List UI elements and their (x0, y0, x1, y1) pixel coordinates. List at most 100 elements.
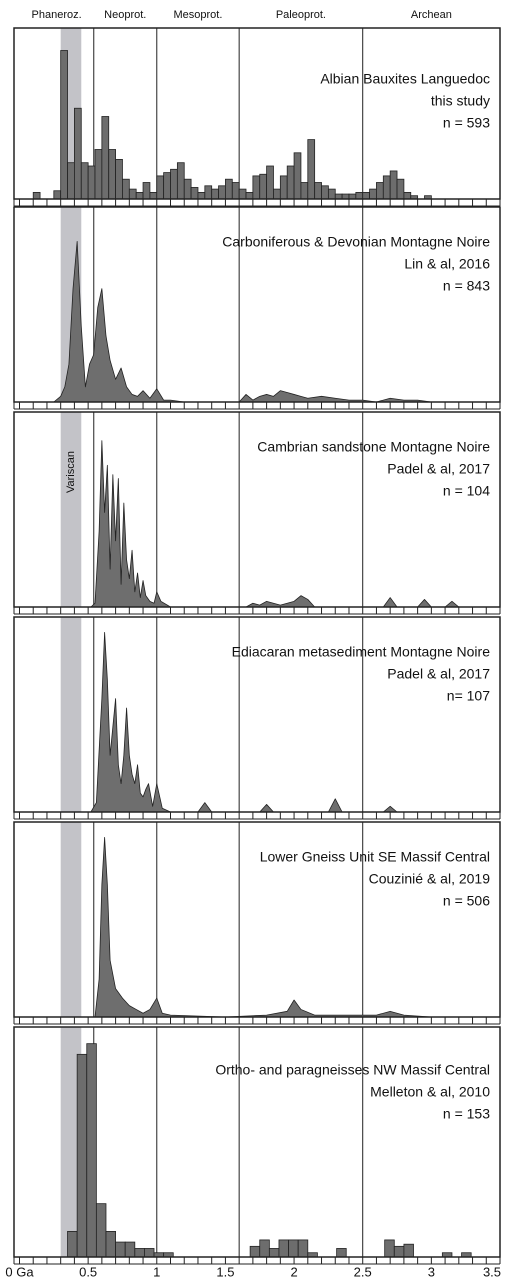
bar (149, 191, 158, 200)
panel-label: n = 506 (443, 893, 490, 909)
bar (67, 162, 75, 200)
variscan-band (60, 1027, 82, 1257)
panel-label: Cambrian sandstone Montagne Noire (257, 439, 490, 455)
bar (183, 178, 192, 200)
bar (115, 158, 123, 200)
bar (163, 172, 171, 200)
bar (336, 1248, 347, 1258)
bar (293, 152, 302, 200)
bar (393, 1245, 405, 1258)
variscan-band (60, 617, 82, 812)
panel-label: Ediacaran metasediment Montagne Noire (232, 644, 491, 660)
panel-label: n = 843 (443, 278, 490, 294)
bar (252, 175, 261, 200)
bar (122, 178, 130, 200)
bar (376, 182, 384, 200)
density-area (87, 837, 432, 1018)
panel-label: this study (431, 93, 490, 109)
bar (266, 165, 274, 200)
density-area (46, 240, 432, 403)
bar (211, 188, 219, 200)
eon-label: Phaneroz. (32, 9, 82, 21)
bar (101, 116, 110, 200)
panel-frame (13, 1026, 501, 1258)
panel-label: Albian Bauxites Languedoc (320, 71, 490, 87)
bar (403, 191, 412, 200)
bar (259, 173, 268, 200)
bar (74, 107, 82, 200)
bar (279, 175, 288, 200)
variscan-band (60, 822, 82, 1017)
panel-frame (13, 27, 501, 200)
eon-label: Archean (411, 9, 452, 21)
bar (245, 191, 254, 200)
bar (156, 175, 165, 200)
bar (307, 139, 316, 200)
bar (115, 1241, 126, 1258)
panel-frame (13, 821, 501, 1018)
panel-label: n= 107 (447, 688, 490, 704)
bar (327, 188, 336, 200)
bar (176, 162, 185, 200)
panel-frame (13, 411, 501, 608)
bar (286, 165, 295, 200)
x-tick-label: 2 (290, 1264, 297, 1279)
panel-label: Ortho- and paragneisses NW Massif Centra… (215, 1062, 490, 1078)
bar (144, 1248, 155, 1258)
eon-label: Paleoprot. (276, 9, 326, 21)
bar (135, 191, 144, 200)
bar (300, 182, 309, 200)
bar (87, 165, 96, 200)
bar (382, 175, 391, 200)
bar (321, 185, 329, 200)
bar (389, 170, 398, 200)
x-tick-label: 2.5 (354, 1264, 372, 1279)
panel-label: n = 153 (443, 1106, 490, 1122)
bar (355, 191, 364, 200)
bar (95, 1203, 107, 1258)
bar (76, 1053, 88, 1258)
bar (32, 191, 41, 200)
x-tick-label: 1.5 (216, 1264, 234, 1279)
bar (190, 187, 199, 200)
panel-label: Lower Gneiss Unit SE Massif Central (260, 849, 490, 865)
bar (218, 185, 226, 200)
bar (128, 188, 137, 200)
bar (238, 188, 247, 200)
panel-label: n = 104 (443, 483, 490, 499)
bar (86, 1043, 97, 1258)
bar (225, 178, 233, 200)
bar (268, 1248, 280, 1258)
bar (67, 1231, 78, 1258)
bar (249, 1245, 261, 1258)
variscan-band (60, 412, 82, 607)
bar (124, 1241, 136, 1258)
panel-label: Padel & al, 2017 (387, 666, 490, 682)
panel-frame (13, 206, 501, 403)
bar (142, 182, 151, 200)
bar (259, 1239, 270, 1258)
bar (134, 1248, 145, 1258)
panel-label: Lin & al, 2016 (404, 256, 490, 272)
panel-label: Couzinié & al, 2019 (369, 871, 491, 887)
bar (170, 168, 178, 200)
panel-label: Carboniferous & Devonian Montagne Noire (222, 234, 490, 250)
bar (362, 191, 370, 200)
bar (108, 149, 116, 200)
density-area (90, 440, 460, 608)
bar (53, 190, 62, 200)
x-tick-label: 0 Ga (5, 1264, 34, 1279)
bar (273, 188, 281, 200)
bar (204, 185, 213, 200)
x-tick-label: 3.5 (483, 1264, 501, 1279)
bar (197, 191, 206, 200)
bar (94, 149, 103, 200)
panel-label: n = 593 (443, 115, 490, 131)
variscan-label: Variscan (65, 451, 77, 493)
bar (314, 182, 322, 200)
panel-label: Padel & al, 2017 (387, 461, 490, 477)
x-tick-label: 3 (428, 1264, 435, 1279)
bar (60, 50, 68, 200)
bar (80, 162, 89, 200)
